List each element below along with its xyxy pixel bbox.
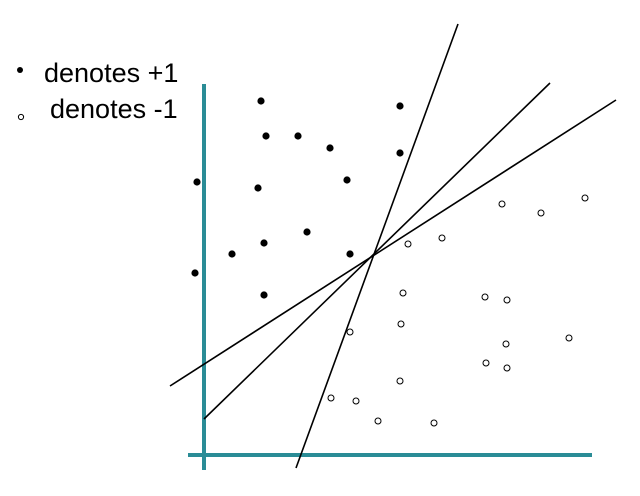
positive-point xyxy=(396,102,404,110)
negative-point xyxy=(352,397,360,405)
separator-line-2 xyxy=(203,82,551,420)
positive-point xyxy=(396,149,404,157)
positive-points xyxy=(191,97,404,299)
negative-point xyxy=(502,340,510,348)
negative-point xyxy=(481,293,489,301)
legend-positive-marker-icon xyxy=(17,67,23,73)
negative-point xyxy=(374,417,382,425)
negative-point xyxy=(498,200,506,208)
negative-point xyxy=(537,209,545,217)
negative-point xyxy=(346,328,354,336)
negative-point xyxy=(482,359,490,367)
negative-point xyxy=(430,419,438,427)
separator-line-3 xyxy=(169,99,617,387)
positive-point xyxy=(294,132,302,140)
positive-point xyxy=(260,291,268,299)
negative-point xyxy=(503,364,511,372)
legend-negative-marker-icon xyxy=(17,113,25,121)
negative-point xyxy=(404,240,412,248)
positive-point xyxy=(228,250,236,258)
negative-point xyxy=(581,194,589,202)
positive-point xyxy=(262,132,270,140)
negative-point xyxy=(399,289,407,297)
negative-point xyxy=(397,320,405,328)
positive-point xyxy=(193,178,201,186)
negative-points xyxy=(327,194,589,427)
negative-point xyxy=(396,377,404,385)
separator-lines xyxy=(169,23,617,469)
negative-point xyxy=(565,334,573,342)
positive-point xyxy=(326,144,334,152)
positive-point xyxy=(260,239,268,247)
legend-positive-label: denotes +1 xyxy=(44,58,179,88)
negative-point xyxy=(327,394,335,402)
negative-point xyxy=(503,296,511,304)
positive-point xyxy=(257,97,265,105)
legend-negative-label: denotes -1 xyxy=(50,94,178,124)
separator-line-1 xyxy=(295,23,459,469)
positive-point xyxy=(343,176,351,184)
positive-point xyxy=(254,184,262,192)
positive-point xyxy=(191,269,199,277)
positive-point xyxy=(303,228,311,236)
positive-point xyxy=(346,250,354,258)
negative-point xyxy=(438,234,446,242)
